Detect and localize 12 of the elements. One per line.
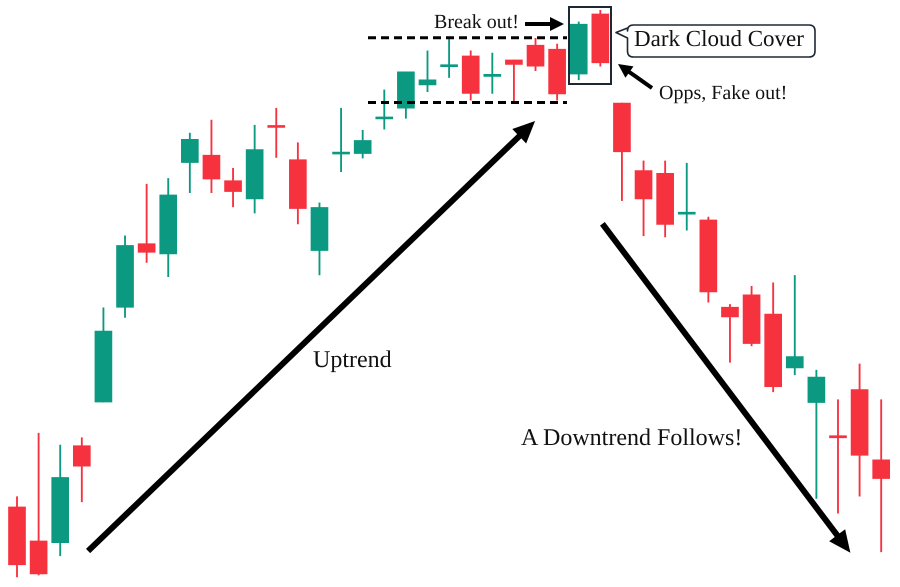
annotation: Dark Cloud Cover: [634, 26, 804, 51]
annotation: Opps, Fake out!: [659, 82, 788, 104]
annotation: A Downtrend Follows!: [521, 425, 742, 451]
annotation: Uptrend: [313, 347, 392, 373]
candlestick: [829, 399, 847, 514]
candlestick: [440, 39, 458, 78]
candlestick: [332, 108, 350, 172]
candlestick: [418, 50, 436, 92]
speech-bubble: Dark Cloud Cover: [615, 24, 816, 58]
candlestick: [505, 60, 523, 102]
candlestick: [138, 184, 156, 263]
annotation: Break out!: [434, 11, 519, 33]
